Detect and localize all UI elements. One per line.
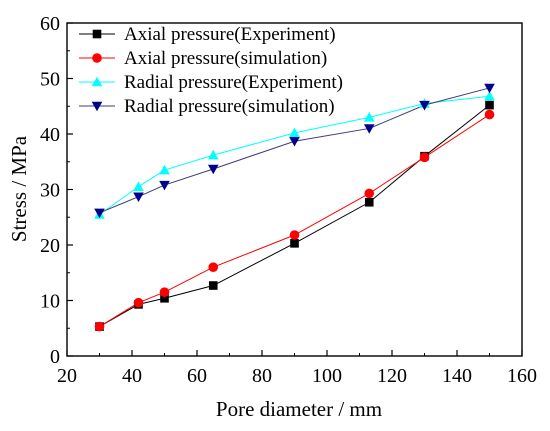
data-point-3	[159, 180, 170, 191]
data-point-1	[364, 188, 375, 199]
data-point-3	[133, 192, 144, 203]
data-point-0	[208, 281, 218, 290]
x-axis-label: Pore diameter / mm	[216, 397, 382, 421]
axes: 20 40 60 80 100 120 140 160 0 10 20 30 40 50 60	[40, 13, 537, 387]
legend-marker	[91, 101, 103, 112]
data-point-1	[159, 287, 170, 297]
data-point-0	[160, 293, 169, 303]
data-point-2	[159, 164, 170, 175]
legend-marker	[91, 76, 103, 87]
legend-label: Radial pressure(simulation)	[124, 96, 335, 117]
legend: Axial pressure(Experiment) Axial pressure…	[79, 24, 343, 117]
data-point-1	[94, 321, 105, 332]
data-point-3	[94, 208, 105, 219]
x-tick-label: 120	[377, 365, 407, 387]
series-markers	[94, 83, 495, 332]
legend-label: Radial pressure(Experiment)	[124, 72, 343, 93]
data-point-1	[419, 152, 430, 163]
x-tick-label: 60	[187, 365, 207, 387]
legend-marker	[92, 53, 102, 63]
y-tick-label: 50	[40, 69, 60, 91]
data-point-2	[363, 112, 375, 122]
data-point-3	[289, 136, 300, 147]
data-point-1	[484, 109, 495, 120]
data-point-0	[485, 100, 494, 110]
series-line-2	[99, 95, 490, 215]
y-tick-label: 20	[40, 235, 60, 257]
data-point-3	[207, 164, 219, 175]
data-point-1	[133, 297, 144, 308]
data-point-2	[289, 127, 300, 138]
data-point-2	[207, 149, 219, 160]
data-point-1	[208, 262, 219, 273]
legend-label: Axial pressure(Experiment)	[124, 24, 336, 45]
x-tick-label: 100	[312, 365, 342, 387]
x-tick-label: 20	[57, 365, 77, 387]
data-point-0	[290, 239, 299, 248]
data-point-2	[133, 181, 144, 191]
y-axis-label: Stress / MPa	[7, 135, 31, 242]
x-tick-label: 80	[252, 365, 272, 387]
data-point-2	[484, 90, 495, 101]
y-tick-label: 60	[40, 13, 60, 35]
data-point-1	[289, 230, 300, 240]
x-tick-label: 40	[122, 365, 142, 387]
data-point-3	[419, 100, 430, 111]
y-tick-label: 0	[50, 346, 60, 368]
series-lines	[99, 87, 490, 328]
data-point-3	[363, 124, 375, 134]
x-tick-label: 160	[507, 365, 537, 387]
data-point-0	[364, 197, 374, 207]
series-line-3	[99, 87, 490, 214]
y-tick-label: 40	[40, 124, 60, 146]
data-point-3	[484, 83, 495, 94]
y-tick-label: 10	[40, 291, 60, 313]
y-tick-label: 30	[40, 180, 60, 202]
x-tick-label: 140	[442, 365, 472, 387]
legend-marker	[92, 29, 102, 39]
legend-label: Axial pressure(simulation)	[124, 48, 327, 69]
